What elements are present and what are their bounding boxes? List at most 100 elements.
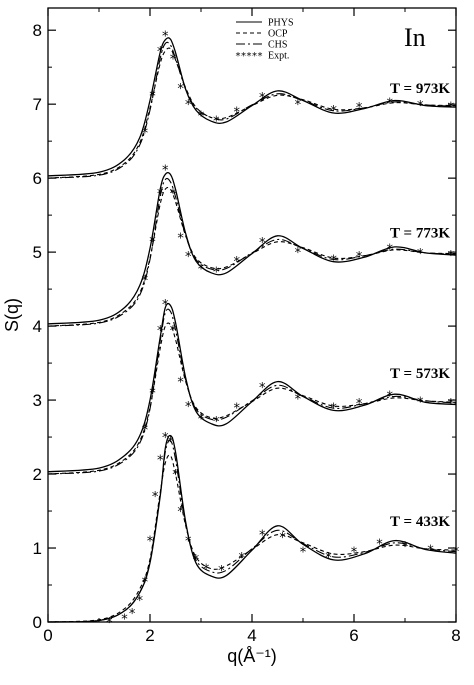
- series-phys-panel-1: [47, 171, 457, 325]
- expt-point: *: [162, 29, 169, 44]
- series-chs-panel-1: [47, 177, 457, 327]
- temperature-label: T = 773K: [390, 225, 450, 241]
- expt-point: *: [448, 100, 455, 115]
- series-chs-panel-0: [47, 41, 457, 179]
- expt-point: *: [142, 274, 149, 289]
- expt-point: *: [295, 393, 302, 408]
- expt-point: *: [137, 594, 144, 609]
- curves-layer: [47, 37, 457, 623]
- expt-point: *: [239, 551, 246, 566]
- temperature-label: T = 973K: [390, 81, 450, 97]
- ticks-layer: 0 2 4 6 8 0 1 2 3 4 5 6 7 8: [33, 8, 461, 645]
- expt-point: *: [149, 235, 156, 250]
- expt-point: *: [177, 82, 184, 97]
- expt-point: *: [330, 254, 337, 269]
- expt-point: *: [185, 250, 192, 265]
- y-axis-title: S(q): [2, 298, 22, 332]
- expt-point: *: [386, 97, 393, 112]
- expt-point: *: [233, 106, 240, 121]
- y-tick-label: 1: [33, 539, 42, 558]
- expt-point: *: [386, 390, 393, 405]
- legend-marker-expt: *: [241, 51, 246, 62]
- series-ocp-panel-1: [47, 186, 457, 327]
- x-tick-label: 0: [43, 626, 52, 645]
- legend-marker-expt: *: [247, 51, 252, 62]
- expt-point: *: [129, 607, 136, 622]
- series-ocp-panel-0: [47, 47, 457, 179]
- expt-point: *: [259, 91, 266, 106]
- expt-point: *: [162, 298, 169, 313]
- series-phys-panel-2: [47, 302, 457, 473]
- expt-point: *: [162, 163, 169, 178]
- expt-point: *: [402, 540, 409, 555]
- y-tick-label: 5: [33, 243, 42, 262]
- expt-point: *: [417, 396, 424, 411]
- temperature-label: T = 433K: [390, 514, 450, 530]
- expt-point: *: [142, 126, 149, 141]
- expt-point: *: [177, 231, 184, 246]
- expt-point: *: [295, 246, 302, 261]
- x-tick-label: 2: [145, 626, 154, 645]
- expt-point: *: [351, 546, 358, 561]
- expt-point: *: [198, 413, 205, 428]
- expt-point: *: [233, 255, 240, 270]
- expt-point: *: [198, 109, 205, 124]
- x-axis-title: q(Å⁻¹): [227, 646, 277, 666]
- legend-label: PHYS: [268, 18, 294, 29]
- expt-point: *: [121, 612, 128, 627]
- expt-point: *: [147, 535, 154, 550]
- expt-point: *: [170, 324, 177, 339]
- expt-point: *: [185, 400, 192, 415]
- expt-point: *: [218, 564, 225, 579]
- expt-markers-layer: ******** *** * * * * * ********* **** * * * * *******…: [106, 29, 460, 631]
- series-chs-panel-2: [47, 308, 457, 475]
- expt-point: *: [356, 397, 363, 412]
- expt-point: *: [157, 45, 164, 60]
- expt-point: *: [300, 546, 307, 561]
- y-tick-label: 7: [33, 95, 42, 114]
- expt-point: *: [330, 104, 337, 119]
- expt-point: *: [157, 453, 164, 468]
- expt-point: *: [448, 397, 455, 412]
- series-phys-panel-0: [47, 37, 457, 177]
- expt-point: *: [198, 262, 205, 277]
- expt-point: *: [170, 52, 177, 67]
- expt-point: *: [376, 538, 383, 553]
- expt-point: *: [142, 575, 149, 590]
- expt-point: *: [259, 529, 266, 544]
- expt-point: *: [162, 431, 169, 446]
- series-ocp-panel-3: [47, 454, 457, 623]
- element-label: In: [404, 23, 426, 52]
- legend-label: OCP: [268, 29, 288, 40]
- expt-point: *: [427, 544, 434, 559]
- expt-point: *: [386, 242, 393, 257]
- y-tick-label: 0: [33, 613, 42, 632]
- expt-point: *: [448, 249, 455, 264]
- y-tick-label: 6: [33, 169, 42, 188]
- expt-point: *: [259, 236, 266, 251]
- expt-point: *: [325, 551, 332, 566]
- legend-marker-expt: *: [258, 51, 263, 62]
- legend-marker-expt: *: [252, 51, 257, 62]
- expt-point: *: [106, 616, 113, 631]
- expt-point: *: [295, 98, 302, 113]
- expt-point: *: [193, 553, 200, 568]
- x-tick-label: 4: [247, 626, 256, 645]
- expt-point: *: [177, 376, 184, 391]
- legend-label: Expt.: [268, 51, 289, 62]
- expt-point: *: [149, 89, 156, 104]
- y-tick-label: 2: [33, 465, 42, 484]
- expt-point: *: [185, 535, 192, 550]
- expt-point: *: [170, 187, 177, 202]
- y-tick-label: 3: [33, 391, 42, 410]
- y-tick-label: 8: [33, 21, 42, 40]
- expt-point: *: [213, 265, 220, 280]
- y-tick-label: 4: [33, 317, 42, 336]
- expt-point: *: [233, 401, 240, 416]
- expt-point: *: [356, 250, 363, 265]
- expt-point: *: [356, 101, 363, 116]
- expt-point: *: [213, 114, 220, 129]
- series-ocp-panel-2: [47, 322, 457, 475]
- expt-point: *: [157, 187, 164, 202]
